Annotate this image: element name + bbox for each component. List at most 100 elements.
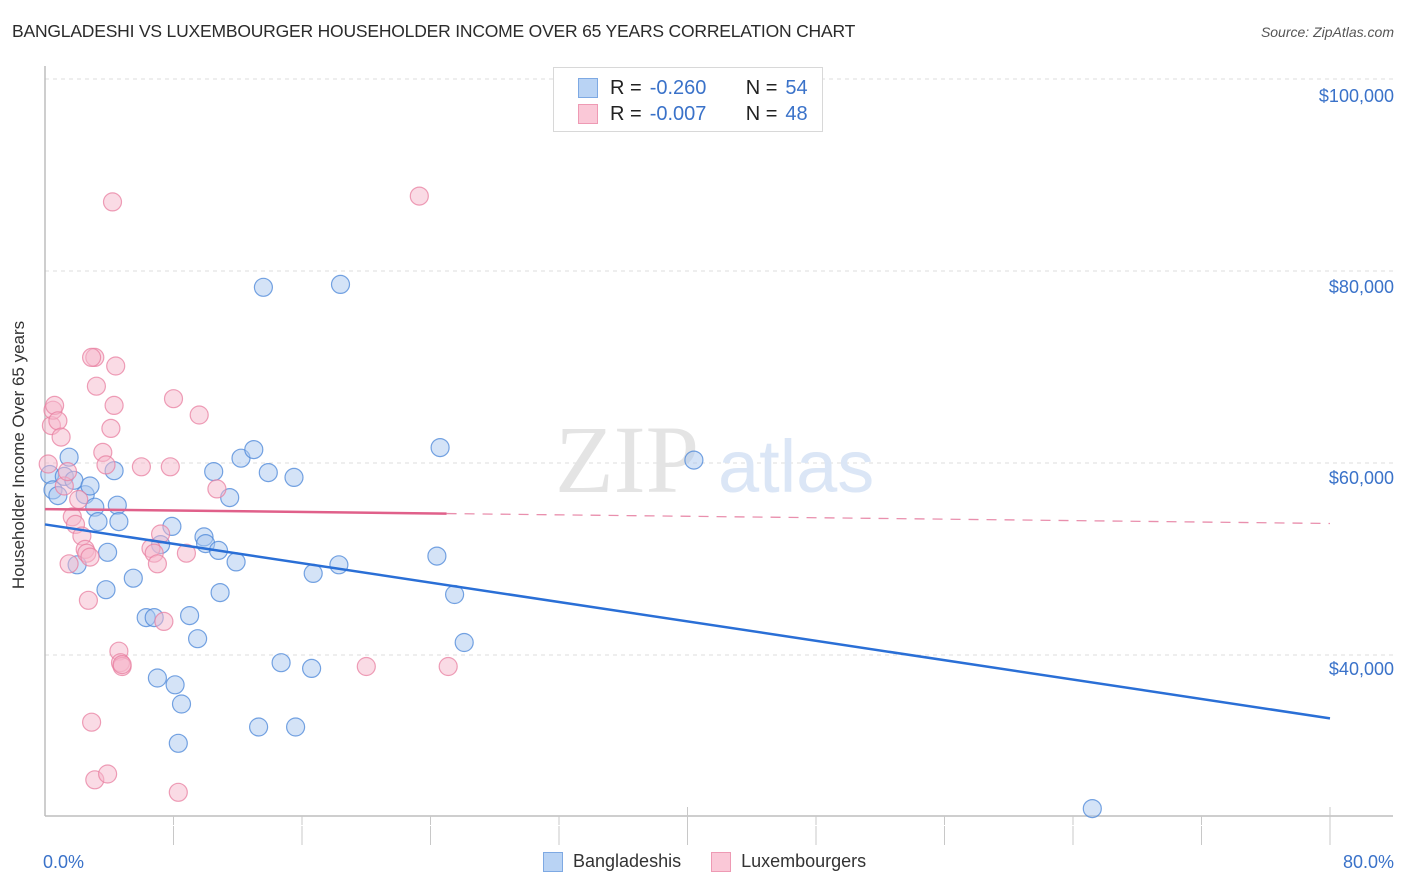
data-point[interactable] xyxy=(180,605,200,626)
data-point[interactable] xyxy=(107,495,127,515)
legend-item-bangladeshis[interactable]: Bangladeshis xyxy=(543,851,681,872)
data-point[interactable] xyxy=(106,356,126,376)
stats-row-luxembourgers: R = -0.007 N = 48 xyxy=(578,102,808,126)
data-point[interactable] xyxy=(438,656,458,677)
stats-legend: R = -0.260 N = 54 R = -0.007 N = 48 xyxy=(553,67,823,132)
luxembourgers-trend-extension xyxy=(446,512,1331,525)
n-value: 48 xyxy=(785,102,808,125)
data-point[interactable] xyxy=(258,463,278,483)
data-point[interactable] xyxy=(226,552,246,572)
r-label: R = xyxy=(610,102,642,125)
series-legend: Bangladeshis Luxembourgers xyxy=(543,851,896,872)
data-point[interactable] xyxy=(104,395,124,415)
data-point[interactable] xyxy=(78,590,99,610)
data-point[interactable] xyxy=(168,733,188,753)
x-tick-80: 80.0% xyxy=(1342,852,1394,872)
watermark-zip: ZIP xyxy=(555,406,699,513)
data-point[interactable] xyxy=(168,782,188,802)
n-label: N = xyxy=(745,102,778,125)
data-point[interactable] xyxy=(51,427,71,447)
n-label: N = xyxy=(745,76,778,99)
data-point[interactable] xyxy=(409,186,429,206)
data-point[interactable] xyxy=(97,542,118,562)
data-point[interactable] xyxy=(163,389,184,409)
data-point[interactable] xyxy=(271,653,291,673)
r-value: -0.007 xyxy=(649,102,707,125)
data-point[interactable] xyxy=(131,457,151,477)
data-point[interactable] xyxy=(204,462,224,482)
axes xyxy=(44,66,1393,845)
data-point[interactable] xyxy=(147,668,167,688)
data-point[interactable] xyxy=(112,654,132,675)
data-point[interactable] xyxy=(210,582,230,603)
data-point[interactable] xyxy=(123,568,143,588)
gridlines xyxy=(45,78,1393,656)
luxembourgers-trend-line xyxy=(44,507,447,515)
y-tick-40000: $40,000 xyxy=(1328,659,1394,679)
data-point[interactable] xyxy=(147,554,167,574)
data-point[interactable] xyxy=(176,543,196,563)
data-point[interactable] xyxy=(189,405,209,425)
data-point[interactable] xyxy=(86,376,107,396)
luxembourgers-swatch xyxy=(578,104,598,124)
x-tick-0: 0.0% xyxy=(43,852,85,872)
data-point[interactable] xyxy=(154,611,174,632)
data-point[interactable] xyxy=(80,476,100,496)
data-point[interactable] xyxy=(1082,798,1102,819)
data-point[interactable] xyxy=(109,511,129,532)
y-axis-label: Householder Income Over 65 years xyxy=(9,320,28,590)
data-point[interactable] xyxy=(102,192,123,212)
y-tick-80000: $80,000 xyxy=(1328,277,1394,297)
data-point[interactable] xyxy=(160,457,180,477)
source-label: Source: ZipAtlas.com xyxy=(1260,24,1394,40)
trend-lines xyxy=(44,507,1331,720)
data-point[interactable] xyxy=(59,554,79,574)
data-point[interactable] xyxy=(80,547,100,567)
data-point[interactable] xyxy=(356,656,376,677)
data-point[interactable] xyxy=(207,479,227,499)
data-point[interactable] xyxy=(96,455,116,475)
data-point[interactable] xyxy=(188,629,208,649)
data-point[interactable] xyxy=(454,632,474,653)
data-point[interactable] xyxy=(88,511,108,532)
data-point[interactable] xyxy=(286,717,306,737)
data-point[interactable] xyxy=(96,580,116,600)
data-point[interactable] xyxy=(684,450,704,470)
r-value: -0.260 xyxy=(649,76,707,99)
data-point[interactable] xyxy=(81,347,102,367)
watermark-atlas: atlas xyxy=(718,425,874,508)
data-point[interactable] xyxy=(284,467,304,487)
data-point[interactable] xyxy=(329,555,349,575)
bangladeshis-swatch xyxy=(578,78,598,98)
data-point[interactable] xyxy=(249,717,269,737)
legend-label: Bangladeshis xyxy=(573,851,682,871)
data-point[interactable] xyxy=(253,277,273,297)
data-point[interactable] xyxy=(97,764,118,784)
y-tick-100000: $100,000 xyxy=(1318,86,1394,106)
data-point[interactable] xyxy=(244,440,264,460)
data-point[interactable] xyxy=(81,712,102,732)
luxembourgers-points xyxy=(38,186,458,802)
data-point[interactable] xyxy=(101,418,121,438)
data-point[interactable] xyxy=(38,454,58,474)
r-label: R = xyxy=(610,76,642,99)
y-tick-60000: $60,000 xyxy=(1328,468,1394,488)
data-point[interactable] xyxy=(171,694,192,714)
data-point[interactable] xyxy=(330,274,351,294)
chart-title: BANGLADESHI VS LUXEMBOURGER HOUSEHOLDER … xyxy=(12,21,856,41)
data-point[interactable] xyxy=(430,438,450,458)
legend-item-luxembourgers[interactable]: Luxembourgers xyxy=(711,851,866,872)
bangladeshis-trend-line xyxy=(44,523,1331,720)
data-point[interactable] xyxy=(57,462,78,482)
bangladeshis-points xyxy=(40,274,1102,819)
data-point[interactable] xyxy=(165,675,185,695)
data-point[interactable] xyxy=(427,546,447,566)
n-value: 54 xyxy=(785,76,808,99)
luxembourgers-swatch xyxy=(711,851,732,872)
bangladeshis-swatch xyxy=(543,851,563,872)
data-point[interactable] xyxy=(302,658,322,679)
watermark: ZIP atlas xyxy=(555,406,874,513)
data-point[interactable] xyxy=(69,489,89,510)
data-point[interactable] xyxy=(48,411,68,431)
